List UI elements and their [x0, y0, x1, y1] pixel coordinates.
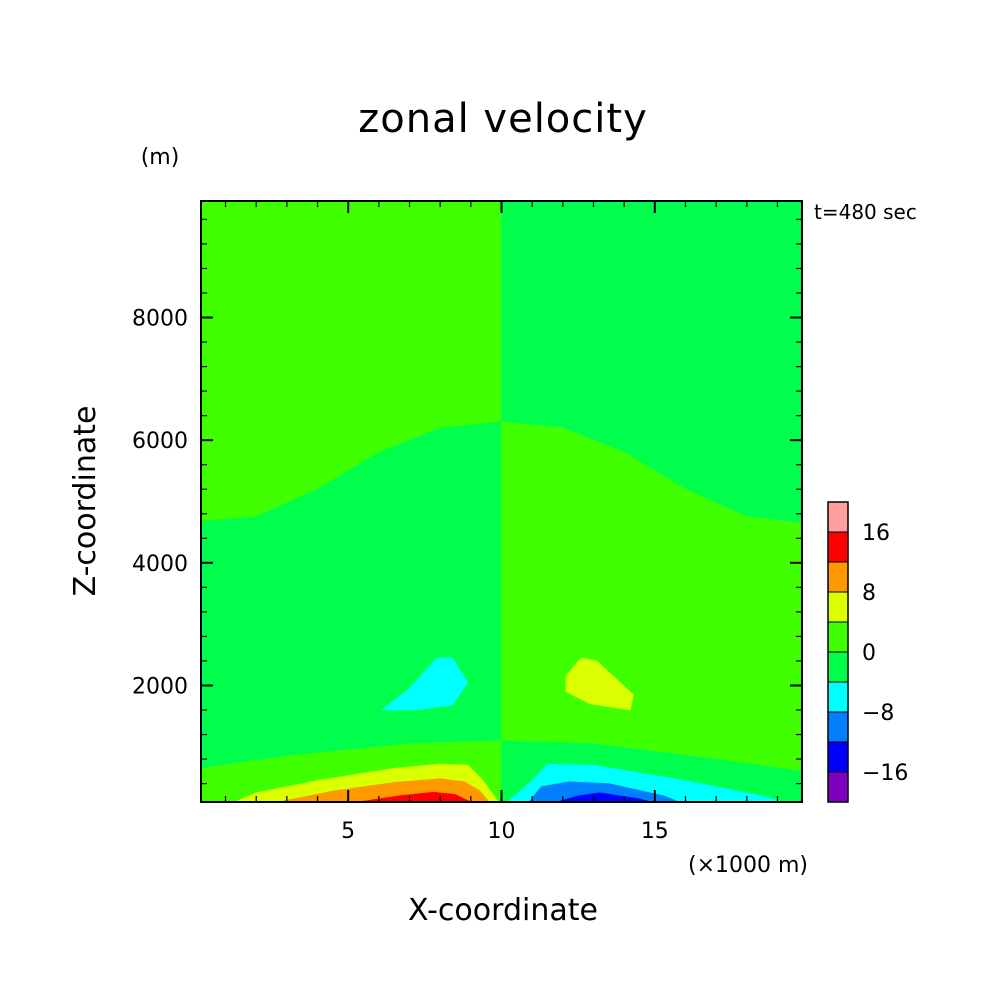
chart-title: zonal velocity: [358, 96, 648, 142]
colorbar-label: 8: [862, 581, 876, 606]
colorbar-label: 16: [862, 521, 890, 546]
contour-region-12: [528, 781, 680, 802]
time-label: t=480 sec: [814, 200, 917, 224]
colorbar-swatch: [828, 652, 848, 682]
x-unit-label: (×1000 m): [688, 853, 808, 878]
y-axis-label: Z-coordinate: [68, 406, 103, 597]
y-tick-label: 6000: [132, 429, 188, 454]
contour-region-4: [381, 657, 469, 711]
colorbar-swatch: [828, 562, 848, 592]
colorbar-label: 0: [862, 641, 876, 666]
y-tick-label: 2000: [132, 674, 188, 699]
colorbar-swatch: [828, 682, 848, 712]
y-unit-label: (m): [141, 145, 180, 170]
y-tick-label: 8000: [132, 307, 188, 332]
colorbar-swatch: [828, 592, 848, 622]
colorbar-swatch: [828, 742, 848, 772]
colorbar-swatch: [828, 622, 848, 652]
colorbar-frame: [827, 501, 849, 803]
y-tick-label: 4000: [132, 552, 188, 577]
colorbar-swatch: [828, 712, 848, 742]
colorbar-swatch: [828, 532, 848, 562]
colorbar: −16 −8 0 8 16: [827, 501, 908, 803]
colorbar-label: −16: [862, 761, 908, 786]
colorbar-label: −8: [862, 701, 894, 726]
colorbar-swatch: [828, 502, 848, 532]
colorbar-swatch: [828, 772, 848, 802]
x-tick-label: 5: [341, 819, 355, 844]
contour-region-10: [357, 791, 471, 802]
contour-region-13: [556, 792, 652, 802]
contour-fill-area: [201, 201, 802, 802]
x-axis-label: X-coordinate: [408, 893, 598, 928]
x-tick-label: 10: [488, 819, 516, 844]
x-tick-label: 15: [641, 819, 669, 844]
axis-ticks: 5 10 15 2000 4000 6000 8000: [132, 201, 802, 844]
contour-region-5: [565, 657, 634, 711]
